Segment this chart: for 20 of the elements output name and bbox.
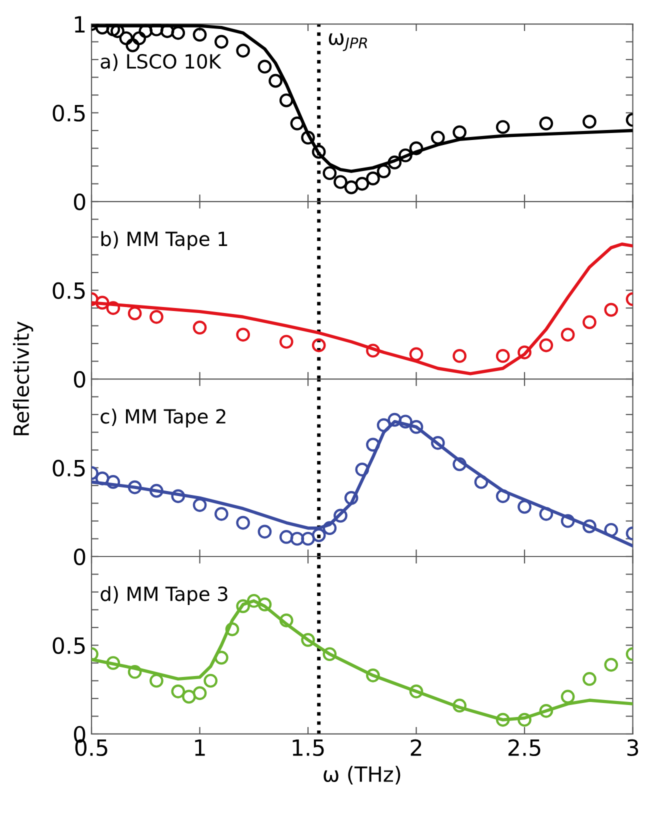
annotation: c) MM Tape 2 [100,408,226,428]
x-tick-label: 1.5 [292,740,324,756]
annotation: a) LSCO 10K [100,54,222,72]
y-axis-title: Reflectivity [12,321,34,436]
ref-line-label: ω$_{JPR}$ [328,33,367,52]
y-tick-label: 0.5 [52,104,85,122]
x-tick-label: 1 [195,740,205,756]
y-tick-label: 0.5 [52,460,85,477]
y-tick-label: 0.5 [52,282,85,300]
y-tick-label: 1 [74,16,85,32]
x-tick-label: 2 [410,739,422,756]
y-tick-label: 0 [74,193,86,210]
y-tick-label: 0.5 [52,637,85,654]
annotation: d) MM Tape 3 [100,586,228,605]
y-tick-label: 0 [74,548,86,566]
x-tick-label: 2.5 [508,739,540,756]
annotation: b) MM Tape 1 [101,231,228,250]
x-tick-label: 3 [627,739,638,756]
x-axis-title: ω (THz) [324,766,400,784]
y-tick-label: 0 [74,370,86,388]
